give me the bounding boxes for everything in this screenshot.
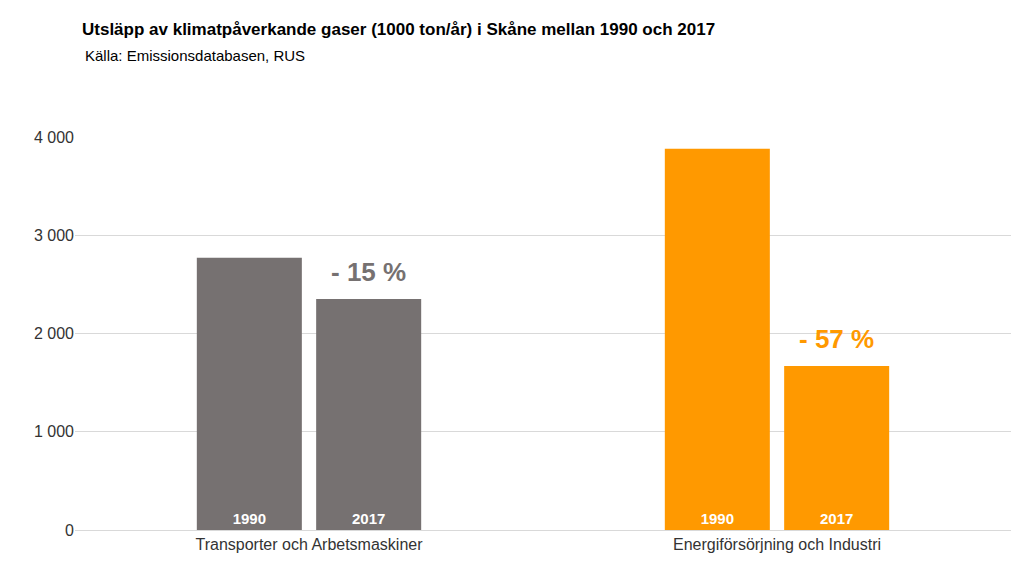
svg-text:Källa: Emissionsdatabasen, RUS: Källa: Emissionsdatabasen, RUS [85, 47, 305, 64]
svg-text:0: 0 [65, 522, 74, 539]
svg-text:Energiförsörjning och Industri: Energiförsörjning och Industri [673, 536, 881, 553]
svg-text:3 000: 3 000 [34, 227, 74, 244]
svg-text:2017: 2017 [352, 510, 385, 527]
svg-text:Utsläpp av klimatpåverkande ga: Utsläpp av klimatpåverkande gaser (1000 … [82, 20, 715, 39]
svg-text:- 15 %: - 15 % [331, 257, 406, 287]
svg-text:2 000: 2 000 [34, 325, 74, 342]
svg-text:1990: 1990 [233, 510, 266, 527]
svg-text:1 000: 1 000 [34, 423, 74, 440]
svg-text:1990: 1990 [701, 510, 734, 527]
svg-text:4 000: 4 000 [34, 129, 74, 146]
svg-text:- 57 %: - 57 % [799, 324, 874, 354]
svg-text:2017: 2017 [820, 510, 853, 527]
svg-text:Transporter och Arbetsmaskiner: Transporter och Arbetsmaskiner [195, 536, 423, 553]
